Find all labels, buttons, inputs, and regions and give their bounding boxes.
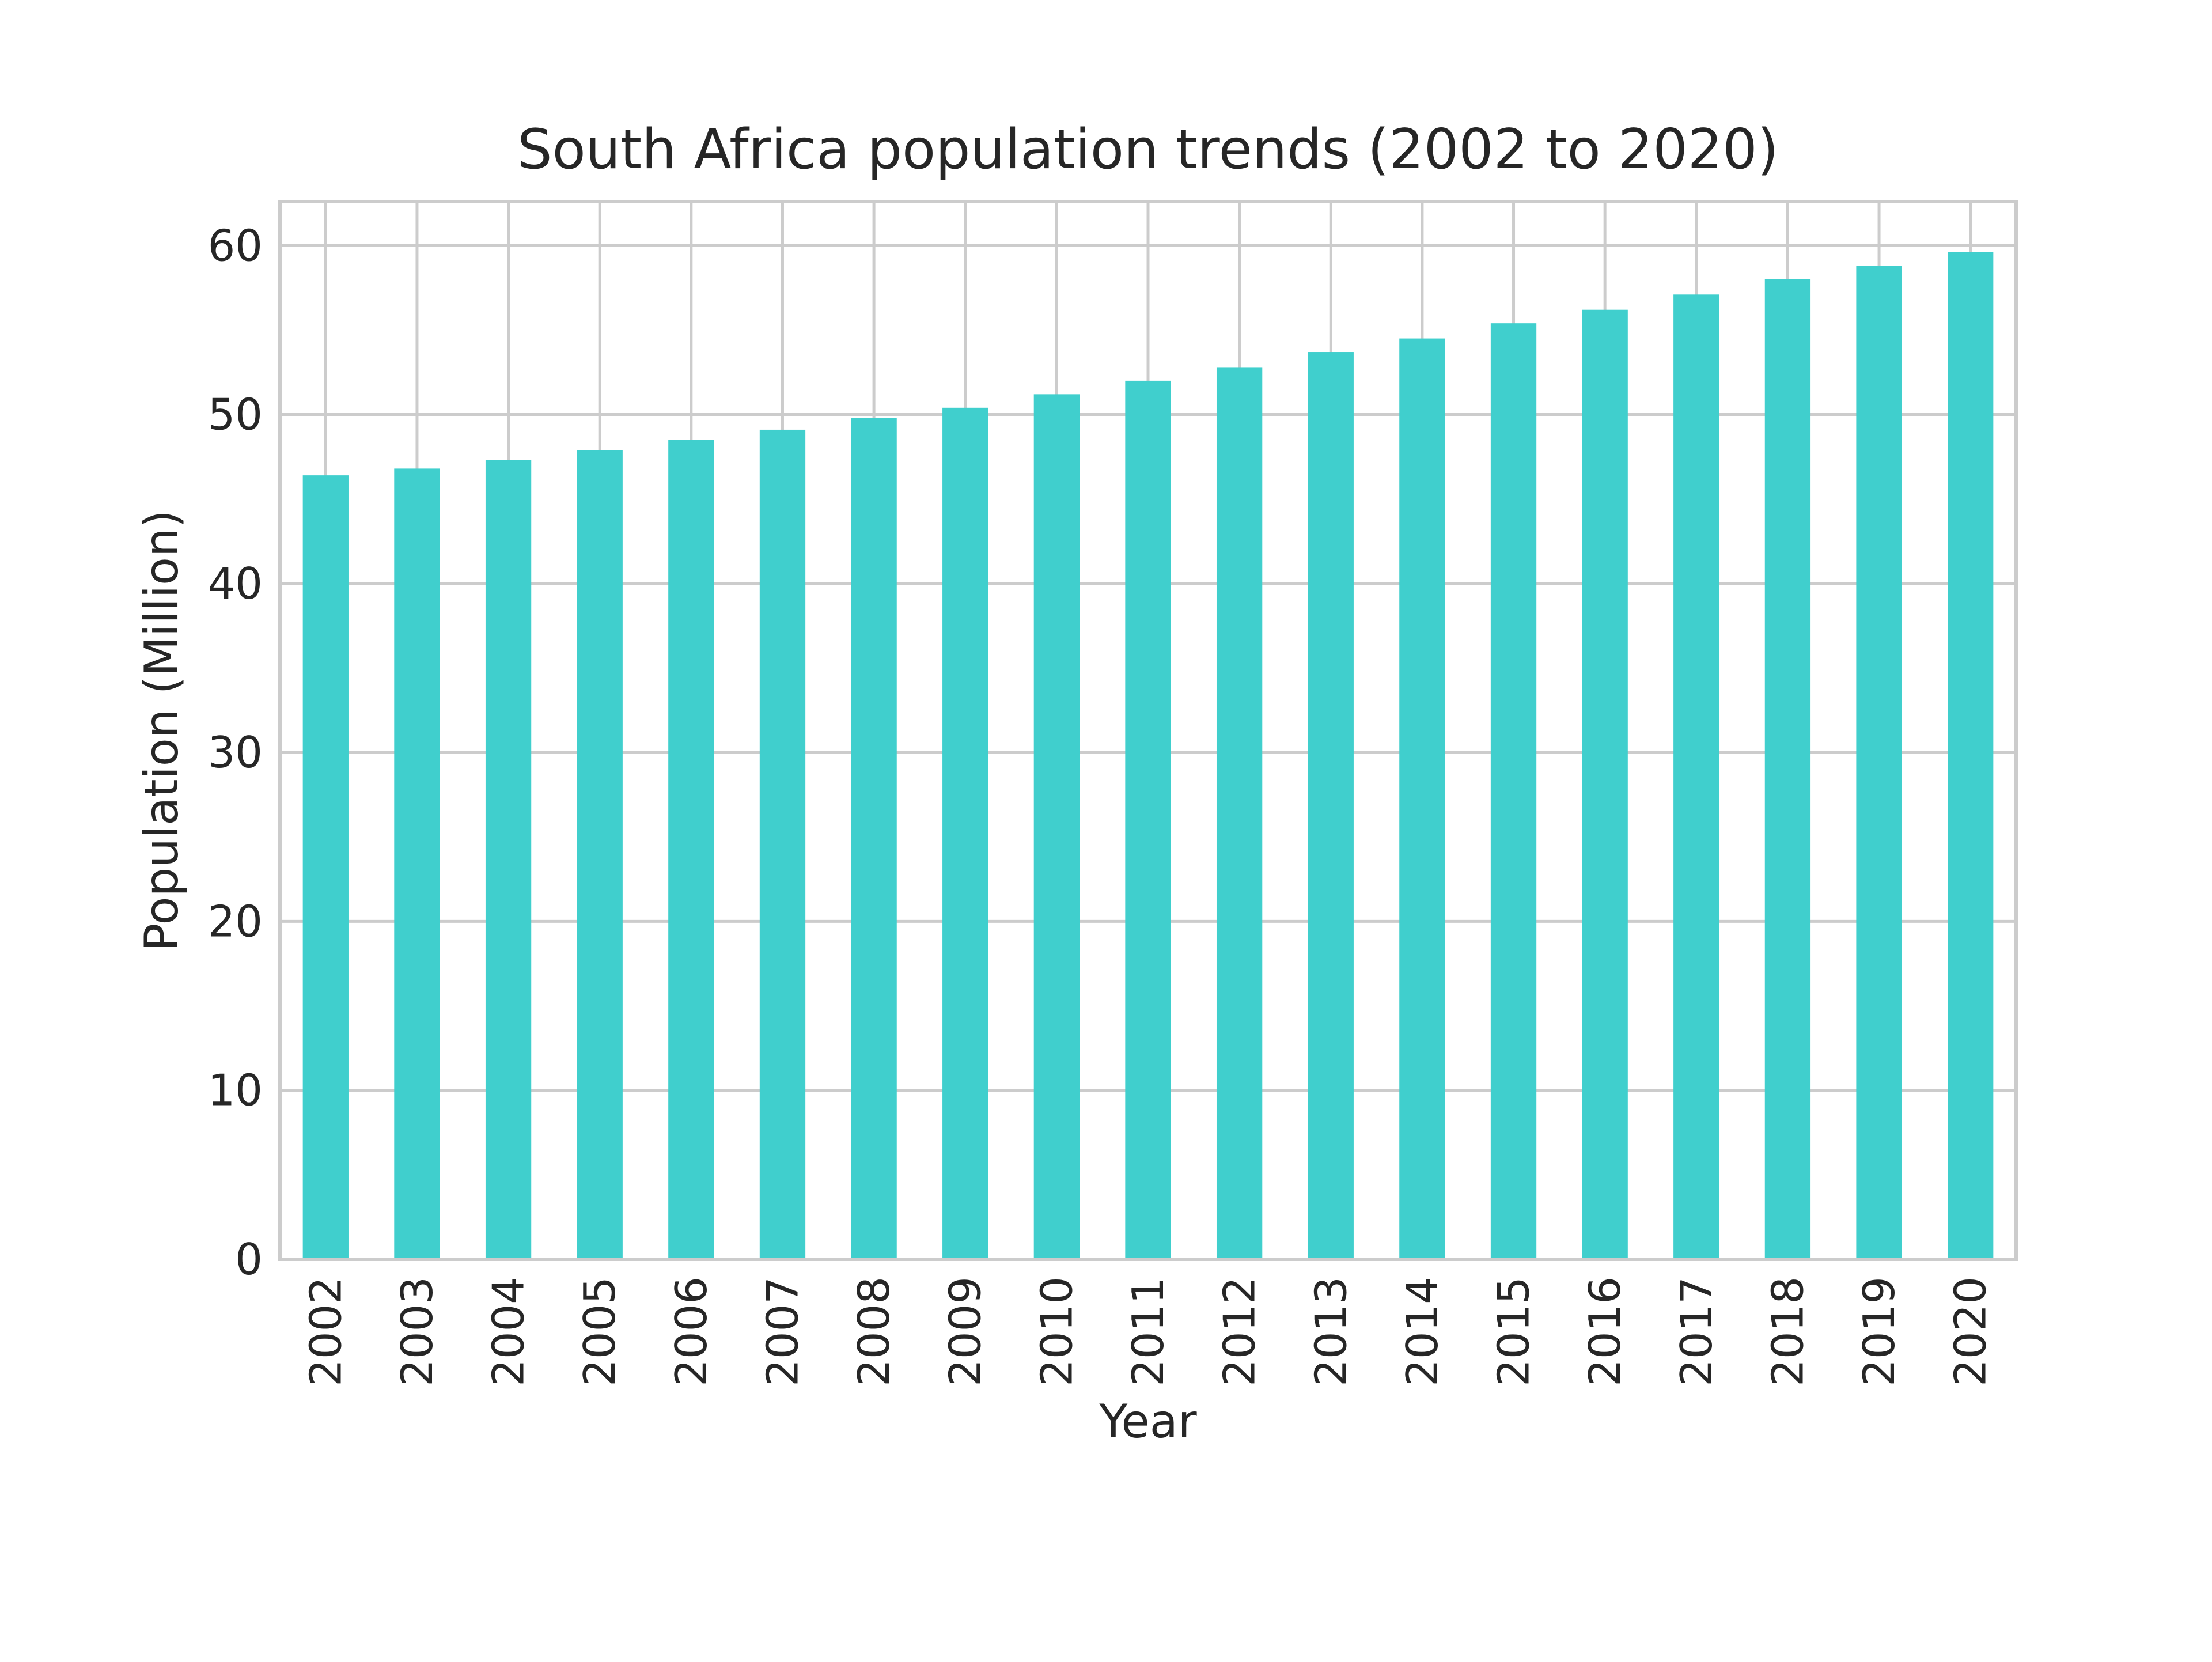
- bar-2005: [577, 450, 623, 1259]
- bar-2016: [1582, 309, 1628, 1259]
- y-tick-label: 20: [208, 896, 263, 947]
- bar-2013: [1308, 352, 1354, 1259]
- bar-2020: [1948, 252, 1994, 1260]
- bar-2017: [1673, 294, 1719, 1259]
- y-tick-label: 0: [235, 1234, 263, 1285]
- x-tick-label: 2010: [1031, 1277, 1082, 1387]
- plot-frame: [278, 200, 2018, 1261]
- x-axis-label: Year: [1099, 1395, 1196, 1448]
- bar-2007: [759, 429, 806, 1259]
- bar-2012: [1216, 367, 1263, 1259]
- y-tick-label: 10: [208, 1065, 263, 1116]
- bars-layer: [302, 252, 1994, 1260]
- x-tick-label: 2011: [1123, 1277, 1173, 1387]
- x-tick-label: 2014: [1397, 1277, 1448, 1387]
- bar-2011: [1125, 380, 1171, 1259]
- x-tick-label: 2012: [1214, 1277, 1265, 1387]
- x-tick-label: 2005: [574, 1277, 625, 1387]
- y-tick-label: 30: [208, 727, 263, 778]
- x-tick-label: 2019: [1854, 1277, 1904, 1387]
- x-tick-label: 2003: [392, 1277, 442, 1387]
- bar-2018: [1764, 279, 1811, 1260]
- x-tick-label: 2004: [483, 1277, 534, 1387]
- bar-2002: [302, 475, 349, 1259]
- bar-2015: [1490, 323, 1537, 1259]
- y-tick-label: 50: [208, 389, 263, 440]
- x-tick-label: 2017: [1671, 1277, 1722, 1387]
- x-tick-label: 2007: [757, 1277, 808, 1387]
- x-tick-label: 2013: [1305, 1277, 1356, 1387]
- x-tick-label: 2020: [1945, 1277, 1996, 1387]
- y-tick-labels: 0 10 20 30 40 50 60: [208, 220, 263, 1285]
- bar-2008: [851, 418, 897, 1260]
- x-tick-labels: 2002 2003 2004 2005 2006 2007 2008 2009 2010 2011…: [300, 1277, 1995, 1387]
- x-tick-label: 2008: [849, 1277, 899, 1387]
- bar-2009: [942, 407, 988, 1259]
- y-tick-label: 40: [208, 558, 263, 609]
- bar-2003: [394, 468, 440, 1259]
- y-tick-label: 60: [208, 220, 263, 271]
- bar-2014: [1399, 338, 1445, 1260]
- x-tick-label: 2006: [666, 1277, 717, 1387]
- x-tick-label: 2002: [300, 1277, 351, 1387]
- y-axis-label: Population (Million): [135, 510, 188, 951]
- bar-2019: [1856, 266, 1902, 1260]
- bar-2010: [1033, 394, 1080, 1259]
- bar-2004: [485, 460, 532, 1259]
- bar-2006: [668, 440, 714, 1259]
- x-tick-label: 2016: [1580, 1277, 1630, 1387]
- x-tick-label: 2015: [1488, 1277, 1539, 1387]
- chart-title: South Africa population trends (2002 to …: [517, 118, 1778, 181]
- x-tick-label: 2018: [1762, 1277, 1813, 1387]
- x-tick-label: 2009: [940, 1277, 991, 1387]
